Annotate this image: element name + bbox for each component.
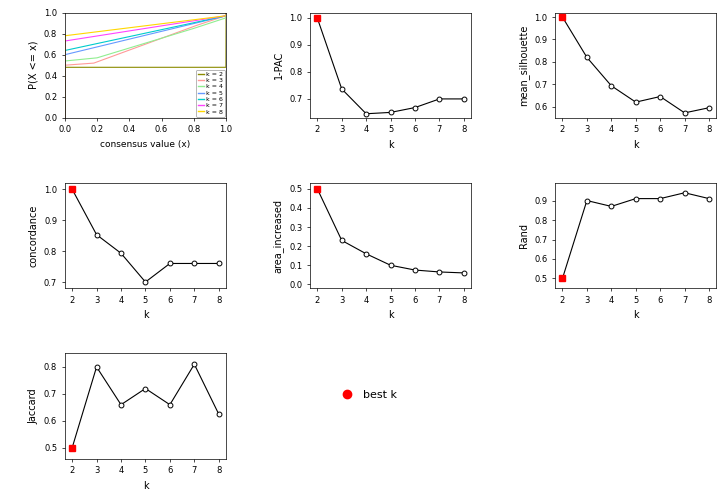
X-axis label: k: k xyxy=(633,310,639,321)
Y-axis label: P(X <= x): P(X <= x) xyxy=(28,41,38,89)
Legend: k = 2, k = 3, k = 4, k = 5, k = 6, k = 7, k = 8: k = 2, k = 3, k = 4, k = 5, k = 6, k = 7… xyxy=(196,70,225,116)
Y-axis label: Rand: Rand xyxy=(518,223,528,248)
Y-axis label: mean_silhouette: mean_silhouette xyxy=(518,25,528,106)
X-axis label: k: k xyxy=(388,140,393,150)
X-axis label: k: k xyxy=(143,310,148,321)
X-axis label: k: k xyxy=(388,310,393,321)
Y-axis label: Jaccard: Jaccard xyxy=(28,388,38,424)
Y-axis label: 1-PAC: 1-PAC xyxy=(274,51,284,79)
Y-axis label: area_increased: area_increased xyxy=(273,199,284,273)
X-axis label: consensus value (x): consensus value (x) xyxy=(100,140,191,149)
X-axis label: k: k xyxy=(143,481,148,491)
X-axis label: k: k xyxy=(633,140,639,150)
Y-axis label: concordance: concordance xyxy=(28,205,38,267)
Legend: best k: best k xyxy=(332,385,401,404)
